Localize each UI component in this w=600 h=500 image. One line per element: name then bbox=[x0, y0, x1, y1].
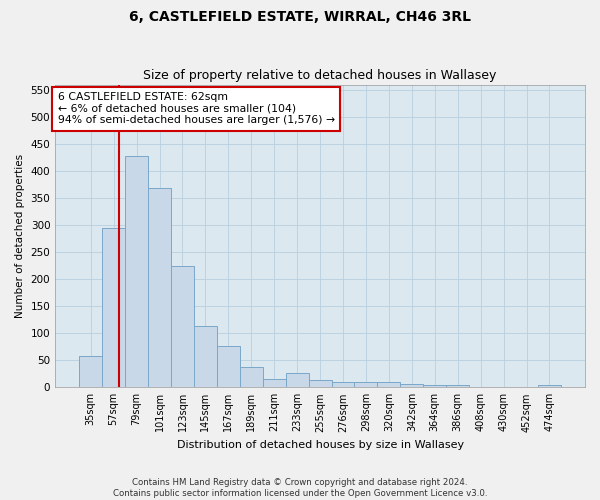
Bar bbox=[125, 156, 148, 388]
Bar bbox=[332, 382, 355, 388]
Text: Contains HM Land Registry data © Crown copyright and database right 2024.
Contai: Contains HM Land Registry data © Crown c… bbox=[113, 478, 487, 498]
Bar bbox=[377, 382, 400, 388]
Bar bbox=[423, 384, 446, 388]
Bar bbox=[286, 373, 308, 388]
Bar bbox=[240, 367, 263, 388]
Bar bbox=[355, 382, 377, 388]
Bar bbox=[263, 378, 286, 388]
Bar bbox=[308, 380, 332, 388]
Bar bbox=[217, 346, 240, 388]
Bar bbox=[102, 228, 125, 388]
Bar bbox=[400, 384, 423, 388]
Bar bbox=[538, 385, 561, 388]
Y-axis label: Number of detached properties: Number of detached properties bbox=[15, 154, 25, 318]
Bar bbox=[194, 326, 217, 388]
Bar bbox=[79, 356, 102, 388]
Bar bbox=[446, 384, 469, 388]
Text: 6, CASTLEFIELD ESTATE, WIRRAL, CH46 3RL: 6, CASTLEFIELD ESTATE, WIRRAL, CH46 3RL bbox=[129, 10, 471, 24]
Title: Size of property relative to detached houses in Wallasey: Size of property relative to detached ho… bbox=[143, 69, 497, 82]
X-axis label: Distribution of detached houses by size in Wallasey: Distribution of detached houses by size … bbox=[176, 440, 464, 450]
Bar bbox=[148, 188, 171, 388]
Text: 6 CASTLEFIELD ESTATE: 62sqm
← 6% of detached houses are smaller (104)
94% of sem: 6 CASTLEFIELD ESTATE: 62sqm ← 6% of deta… bbox=[58, 92, 335, 126]
Bar bbox=[171, 266, 194, 388]
